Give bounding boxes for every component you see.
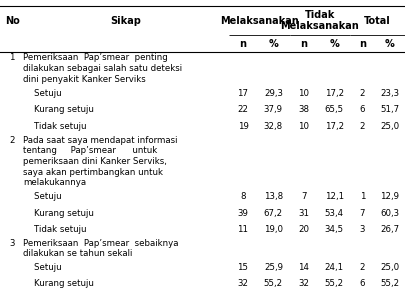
Text: %: % bbox=[385, 39, 395, 48]
Text: %: % bbox=[329, 39, 339, 48]
Text: 25,0: 25,0 bbox=[380, 122, 399, 131]
Text: Sikap: Sikap bbox=[110, 16, 141, 26]
Text: 17,2: 17,2 bbox=[324, 89, 344, 98]
Text: 6: 6 bbox=[360, 279, 365, 289]
Text: Setuju: Setuju bbox=[23, 263, 62, 272]
Text: 25,9: 25,9 bbox=[264, 263, 283, 272]
Text: 14: 14 bbox=[298, 263, 309, 272]
Text: 25,0: 25,0 bbox=[380, 263, 399, 272]
Text: 17: 17 bbox=[237, 89, 249, 98]
Text: 12,1: 12,1 bbox=[324, 192, 344, 201]
Text: 31: 31 bbox=[298, 209, 309, 218]
Text: 2: 2 bbox=[360, 263, 365, 272]
Text: 34,5: 34,5 bbox=[324, 225, 344, 234]
Text: Kurang setuju: Kurang setuju bbox=[23, 209, 94, 218]
Text: 55,2: 55,2 bbox=[324, 279, 344, 289]
Text: No: No bbox=[5, 16, 19, 26]
Text: Pemeriksaan  Pap’smear  sebaiknya: Pemeriksaan Pap’smear sebaiknya bbox=[23, 239, 179, 248]
Text: 32,8: 32,8 bbox=[264, 122, 283, 131]
Text: 22: 22 bbox=[237, 105, 249, 114]
Text: Total: Total bbox=[364, 16, 391, 26]
Text: 24,1: 24,1 bbox=[324, 263, 344, 272]
Text: Kurang setuju: Kurang setuju bbox=[23, 279, 94, 289]
Text: 12,9: 12,9 bbox=[380, 192, 399, 201]
Text: n: n bbox=[239, 39, 247, 48]
Text: 60,3: 60,3 bbox=[380, 209, 399, 218]
Text: Tidak setuju: Tidak setuju bbox=[23, 225, 87, 234]
Text: Kurang setuju: Kurang setuju bbox=[23, 105, 94, 114]
Text: 1: 1 bbox=[9, 53, 15, 63]
Text: dilakukan se tahun sekali: dilakukan se tahun sekali bbox=[23, 249, 132, 258]
Text: n: n bbox=[359, 39, 366, 48]
Text: 20: 20 bbox=[298, 225, 309, 234]
Text: Pada saat saya mendapat informasi: Pada saat saya mendapat informasi bbox=[23, 136, 177, 145]
Text: n: n bbox=[300, 39, 307, 48]
Text: 37,9: 37,9 bbox=[264, 105, 283, 114]
Text: 11: 11 bbox=[237, 225, 249, 234]
Text: saya akan pertimbangkan untuk: saya akan pertimbangkan untuk bbox=[23, 168, 163, 177]
Text: melakukannya: melakukannya bbox=[23, 178, 86, 187]
Text: dini penyakit Kanker Serviks: dini penyakit Kanker Serviks bbox=[23, 75, 146, 84]
Text: 23,3: 23,3 bbox=[380, 89, 399, 98]
Text: 67,2: 67,2 bbox=[264, 209, 283, 218]
Text: 10: 10 bbox=[298, 89, 309, 98]
Text: Tidak
Melaksanakan: Tidak Melaksanakan bbox=[281, 10, 359, 32]
Text: pemeriksaan dini Kanker Serviks,: pemeriksaan dini Kanker Serviks, bbox=[23, 157, 167, 166]
Text: 39: 39 bbox=[238, 209, 248, 218]
Text: 13,8: 13,8 bbox=[264, 192, 283, 201]
Text: 7: 7 bbox=[360, 209, 365, 218]
Text: 3: 3 bbox=[360, 225, 365, 234]
Text: 32: 32 bbox=[237, 279, 249, 289]
Text: dilakukan sebagai salah satu deteksi: dilakukan sebagai salah satu deteksi bbox=[23, 64, 182, 73]
Text: Melaksanakan: Melaksanakan bbox=[220, 16, 298, 26]
Text: 65,5: 65,5 bbox=[324, 105, 344, 114]
Text: 32: 32 bbox=[298, 279, 309, 289]
Text: 2: 2 bbox=[9, 136, 15, 145]
Text: Setuju: Setuju bbox=[23, 192, 62, 201]
Text: tentang     Pap’smear      untuk: tentang Pap’smear untuk bbox=[23, 146, 157, 155]
Text: 55,2: 55,2 bbox=[380, 279, 399, 289]
Text: 6: 6 bbox=[360, 105, 365, 114]
Text: 55,2: 55,2 bbox=[264, 279, 283, 289]
Text: 38: 38 bbox=[298, 105, 309, 114]
Text: 2: 2 bbox=[360, 89, 365, 98]
Text: 2: 2 bbox=[360, 122, 365, 131]
Text: 51,7: 51,7 bbox=[380, 105, 399, 114]
Text: 19,0: 19,0 bbox=[264, 225, 283, 234]
Text: 3: 3 bbox=[9, 239, 15, 248]
Text: 10: 10 bbox=[298, 122, 309, 131]
Text: 15: 15 bbox=[237, 263, 249, 272]
Text: 19: 19 bbox=[238, 122, 248, 131]
Text: 1: 1 bbox=[360, 192, 365, 201]
Text: 8: 8 bbox=[240, 192, 246, 201]
Text: 7: 7 bbox=[301, 192, 307, 201]
Text: Pemeriksaan  Pap’smear  penting: Pemeriksaan Pap’smear penting bbox=[23, 53, 168, 63]
Text: Setuju: Setuju bbox=[23, 89, 62, 98]
Text: 17,2: 17,2 bbox=[324, 122, 344, 131]
Text: 26,7: 26,7 bbox=[380, 225, 399, 234]
Text: %: % bbox=[269, 39, 278, 48]
Text: 53,4: 53,4 bbox=[324, 209, 344, 218]
Text: 29,3: 29,3 bbox=[264, 89, 283, 98]
Text: Tidak setuju: Tidak setuju bbox=[23, 122, 87, 131]
